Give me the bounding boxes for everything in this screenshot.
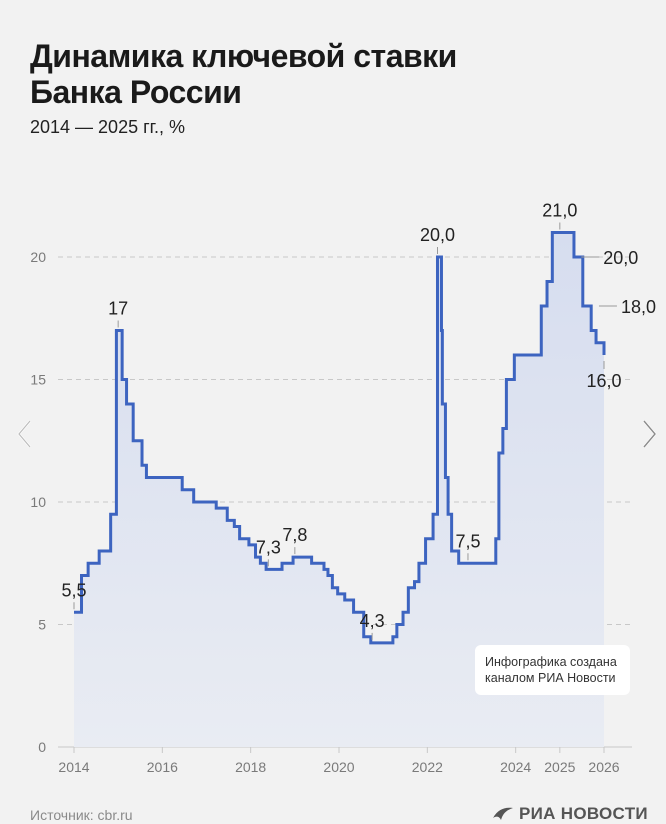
data-label: 7,8 bbox=[282, 525, 307, 545]
series-line bbox=[74, 231, 606, 645]
ria-logo: РИА НОВОСТИ bbox=[492, 804, 648, 824]
x-axis-ticks: 2014 2016 2018 2020 2022 2024 2025 2026 bbox=[58, 759, 619, 775]
chevron-left-icon bbox=[17, 420, 31, 448]
data-label: 20,0 bbox=[420, 225, 455, 245]
x-tick-label: 2014 bbox=[58, 759, 89, 775]
title-line-2: Банка России bbox=[30, 74, 242, 110]
data-label: 16,0 bbox=[586, 371, 621, 391]
x-tick-label: 2020 bbox=[323, 759, 354, 775]
y-tick-label: 0 bbox=[38, 739, 46, 755]
data-label: 20,0 bbox=[603, 248, 638, 268]
data-label: 4,3 bbox=[360, 611, 385, 631]
data-label: 17 bbox=[108, 299, 128, 319]
x-tick-label: 2016 bbox=[147, 759, 178, 775]
logo-text: РИА НОВОСТИ bbox=[519, 804, 648, 823]
y-axis-ticks: 0 5 10 15 20 bbox=[30, 249, 46, 755]
x-axis-tick-marks bbox=[73, 747, 605, 753]
ria-bird-icon bbox=[493, 807, 513, 820]
area-fill bbox=[74, 232, 604, 747]
next-slide-button[interactable] bbox=[638, 417, 662, 451]
data-label: 7,3 bbox=[256, 537, 281, 557]
y-tick-label: 5 bbox=[38, 617, 46, 633]
data-label: 7,5 bbox=[455, 531, 480, 551]
credit-line-1: Инфографика создана bbox=[485, 655, 617, 669]
page-subtitle: 2014 — 2025 гг., % bbox=[30, 117, 186, 137]
credit-line-2: каналом РИА Новости bbox=[485, 671, 616, 685]
prev-slide-button[interactable] bbox=[12, 417, 36, 451]
chevron-right-icon bbox=[643, 420, 657, 448]
rate-line bbox=[74, 231, 606, 645]
page-title: Динамика ключевой ставки Банка России bbox=[30, 38, 457, 110]
source-note: Источник: cbr.ru bbox=[30, 807, 133, 823]
data-labels: 5,5 17 7,37,8 4,3 20,0 7,5 21,0 20,0 18,0 16,0 bbox=[61, 201, 656, 640]
y-tick-label: 10 bbox=[30, 494, 46, 510]
x-tick-label: 2018 bbox=[235, 759, 266, 775]
x-tick-label: 2024 bbox=[500, 759, 531, 775]
y-tick-label: 15 bbox=[30, 372, 46, 388]
data-label: 18,0 bbox=[621, 297, 656, 317]
title-line-1: Динамика ключевой ставки bbox=[30, 38, 457, 74]
y-tick-label: 20 bbox=[30, 249, 46, 265]
x-tick-label: 2026 bbox=[588, 759, 619, 775]
rate-area bbox=[74, 232, 604, 747]
x-tick-label: 2025 bbox=[544, 759, 575, 775]
data-label: 21,0 bbox=[542, 201, 577, 221]
data-label: 5,5 bbox=[61, 580, 86, 600]
infographic-credit-note: Инфографика создана каналом РИА Новости bbox=[475, 645, 630, 695]
x-tick-label: 2022 bbox=[412, 759, 443, 775]
